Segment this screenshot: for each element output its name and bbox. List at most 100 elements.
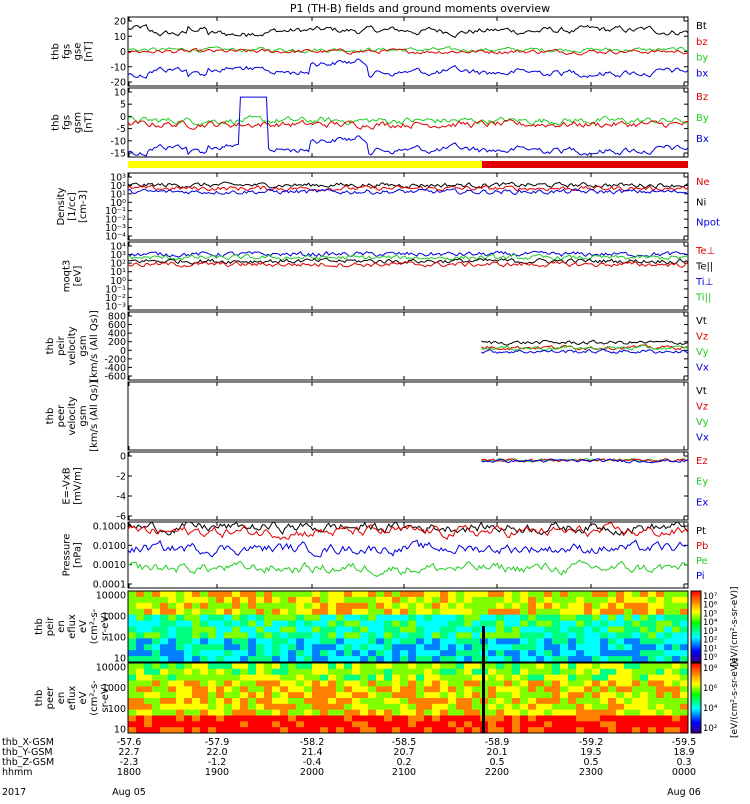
series-By-line	[127, 115, 689, 126]
panel-frame	[127, 172, 689, 241]
orbit-value: -57.9	[205, 737, 230, 748]
colorbar-tick: 10¹	[703, 644, 717, 654]
colorbar-tick: 10⁸	[703, 664, 718, 674]
series-e-2-line	[481, 458, 689, 464]
ylabel-line: gse	[73, 43, 84, 61]
ytick-label: -5	[117, 124, 126, 135]
ytick-label: 10²	[110, 259, 126, 270]
ylabel-line: eV	[78, 620, 89, 633]
ylabel-line: moqt3	[62, 260, 73, 293]
panel-frame	[127, 241, 689, 311]
series-2-2-line	[127, 188, 689, 196]
ytick-label: -15	[110, 149, 126, 160]
panel-fgs-gse: thb fgs gse [nT] 20 10 0 -10 -20 Bt bz by bx	[51, 16, 708, 89]
series-v-0	[481, 339, 688, 346]
ytick-label: 20	[114, 17, 126, 28]
series-by-line	[127, 45, 689, 54]
legend-bt: Bt	[696, 21, 707, 32]
orbit-value: 22.7	[118, 747, 139, 758]
ylabel-line: eflux	[67, 614, 78, 639]
orbit-value: -58.5	[392, 737, 417, 748]
ylabel-line: gsm	[78, 405, 89, 426]
series-bz-line	[127, 47, 688, 56]
series-p-2	[127, 539, 689, 558]
ylabel-line: gsm	[73, 112, 84, 133]
legend-bz: Bz	[696, 92, 708, 103]
orbit-row-label: thb_X-GSM	[2, 737, 54, 748]
ytick-label: 10⁰	[110, 198, 126, 209]
series-v-2	[481, 344, 689, 351]
ylabel-line: velocity	[67, 326, 78, 365]
ytick-label: 10³	[110, 173, 126, 184]
panel-efield: E=-VxB [mV/m] 0 -2 -4 -6 Ez Ey Ex	[62, 451, 708, 523]
ytick-label: -20	[110, 78, 126, 89]
colorbar-tick: 10³	[703, 627, 717, 637]
legend-vy: Vy	[696, 347, 709, 358]
panel-density: Density [1/cc] [cm-3]10³10²10¹10⁰10⁻¹10⁻²1…	[56, 172, 720, 243]
series-Bz	[127, 119, 689, 130]
ylabel-line: peir	[56, 335, 67, 355]
ylabel-line: en	[56, 620, 67, 633]
series-3-1	[127, 253, 689, 261]
ytick-label: 0.0010	[93, 560, 126, 571]
ytick-label: 100	[108, 704, 126, 715]
plot-title: P1 (TH-B) fields and ground moments over…	[290, 2, 550, 15]
ytick-label: -10	[110, 62, 126, 73]
orbit-value: 19.5	[580, 747, 601, 758]
ylabel-line: sr-eV)	[100, 612, 111, 641]
ylabel-line: fgs	[62, 44, 73, 59]
series-bx	[127, 58, 689, 79]
panel-frame	[127, 381, 689, 451]
ytick-label: 10³	[110, 250, 126, 261]
ytick-label: 10	[114, 725, 126, 736]
mode-bar	[128, 161, 688, 168]
date-label-start: Aug 05	[112, 787, 146, 798]
legend-pi: Pi	[696, 571, 705, 582]
ylabel-line: sr-eV)	[100, 683, 111, 712]
colorbar-tick: 10⁶	[703, 684, 718, 694]
panel-peer-velocity: thb peer velocity gsm [km/s (All Qs)] Vt Vz Vy V…	[45, 380, 709, 452]
orbit-value: 20.1	[486, 747, 507, 758]
legend-te⊥: Te⊥	[695, 246, 715, 257]
colorbar	[690, 590, 702, 663]
data-gap	[482, 663, 485, 733]
ylabel-line: peer	[56, 404, 67, 428]
legend-bx: Bx	[696, 134, 709, 145]
colorbar-tick: 10⁴	[703, 704, 718, 714]
orbit-value: -2.3	[120, 757, 139, 768]
legend-pb: Pb	[696, 541, 708, 552]
series-p-1	[127, 522, 689, 541]
series-p-1-line	[127, 522, 689, 541]
ylabel-line: en	[56, 692, 67, 705]
spectrogram-8	[127, 590, 689, 663]
ylabel-line: [1/cc]	[67, 192, 78, 221]
legend-ey: Ey	[696, 477, 708, 488]
ylabel-line: thb	[34, 690, 45, 707]
series-Bx	[127, 96, 689, 157]
legend-vx: Vx	[696, 433, 709, 444]
series-p-0-line	[127, 521, 689, 536]
series-bt	[127, 24, 689, 38]
legend-vt: Vt	[696, 316, 707, 327]
colorbar-label: [eV/(cm²-s-sr-eV)]	[730, 586, 740, 666]
series-bx-line	[127, 58, 689, 79]
series-p-2-line	[127, 539, 689, 558]
series-v-3-line	[481, 348, 689, 354]
ytick-label: 10⁻¹	[105, 206, 126, 217]
orbit-value: 18.9	[673, 747, 694, 758]
ytick-label: 800	[108, 312, 126, 323]
legend-vz: Vz	[696, 402, 708, 413]
ytick-label: 0	[120, 112, 126, 123]
ytick-label: 10⁻²	[105, 215, 126, 226]
orbit-value: 2300	[579, 767, 603, 778]
ytick-label: -4	[117, 492, 126, 503]
ylabel-line: [cm-3]	[78, 190, 89, 223]
panel-frame	[127, 311, 689, 381]
colorbar-tick: 10²	[703, 636, 717, 646]
ylabel-line: Density	[56, 187, 67, 225]
series-bz	[127, 47, 688, 56]
orbit-value: 20.7	[393, 747, 414, 758]
ytick-label: 400	[108, 329, 126, 340]
